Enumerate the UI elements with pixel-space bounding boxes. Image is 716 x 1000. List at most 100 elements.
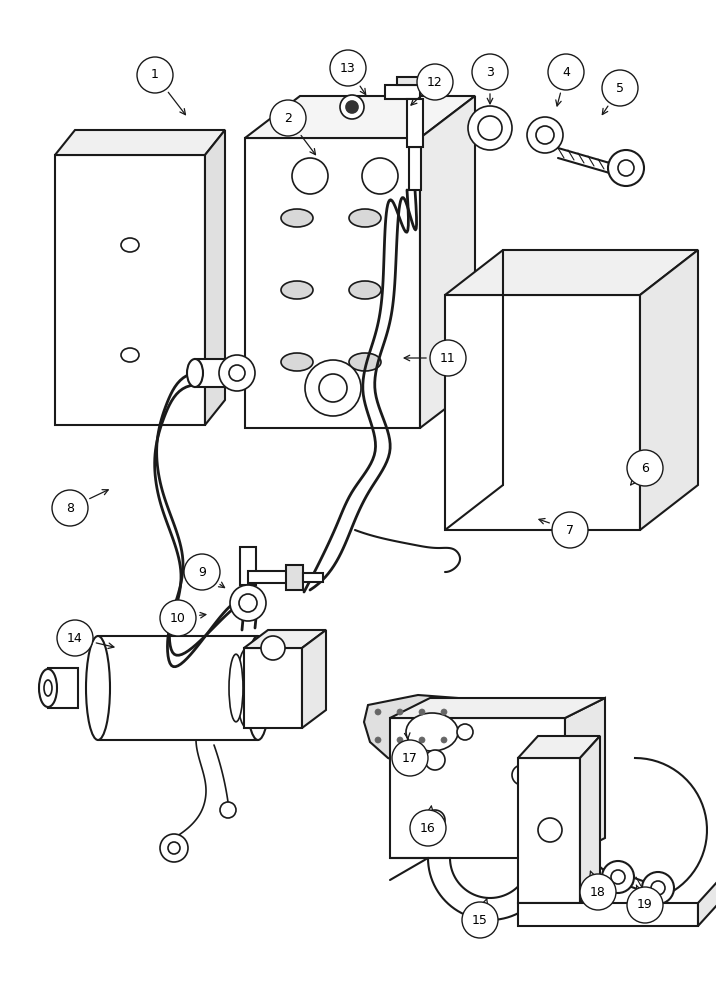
Circle shape (611, 870, 625, 884)
Text: 16: 16 (420, 822, 436, 834)
Circle shape (239, 594, 257, 612)
Ellipse shape (281, 209, 313, 227)
Text: 4: 4 (562, 66, 570, 79)
Polygon shape (385, 85, 420, 99)
Circle shape (608, 150, 644, 186)
Circle shape (441, 737, 447, 743)
Circle shape (57, 620, 93, 656)
Polygon shape (195, 359, 245, 387)
Circle shape (430, 340, 466, 376)
Polygon shape (302, 630, 326, 728)
Text: 19: 19 (637, 898, 653, 912)
Circle shape (375, 709, 381, 715)
Circle shape (527, 117, 563, 153)
Circle shape (627, 887, 663, 923)
Ellipse shape (281, 281, 313, 299)
Circle shape (512, 765, 532, 785)
Ellipse shape (121, 238, 139, 252)
Polygon shape (48, 668, 78, 708)
Ellipse shape (349, 281, 381, 299)
Circle shape (160, 600, 196, 636)
Text: 5: 5 (616, 82, 624, 95)
Polygon shape (397, 77, 427, 85)
Text: 11: 11 (440, 352, 456, 364)
Circle shape (52, 490, 88, 526)
Circle shape (292, 158, 328, 194)
Circle shape (168, 842, 180, 854)
Ellipse shape (349, 353, 381, 371)
Text: 8: 8 (66, 502, 74, 514)
Polygon shape (364, 695, 498, 770)
Polygon shape (445, 295, 640, 530)
Polygon shape (245, 138, 420, 428)
Circle shape (261, 636, 285, 660)
Text: 3: 3 (486, 66, 494, 79)
Text: 14: 14 (67, 632, 83, 645)
Circle shape (642, 872, 674, 904)
Polygon shape (580, 736, 600, 903)
Polygon shape (244, 630, 326, 648)
Ellipse shape (406, 713, 458, 751)
Ellipse shape (237, 649, 255, 727)
Polygon shape (698, 881, 716, 926)
Circle shape (425, 750, 445, 770)
Circle shape (319, 374, 347, 402)
Circle shape (330, 50, 366, 86)
Circle shape (538, 818, 562, 842)
Polygon shape (55, 155, 205, 425)
Circle shape (419, 709, 425, 715)
Polygon shape (565, 698, 605, 858)
Ellipse shape (349, 209, 381, 227)
Text: 17: 17 (402, 752, 418, 764)
Circle shape (602, 70, 638, 106)
Polygon shape (518, 903, 698, 926)
Ellipse shape (229, 654, 243, 722)
Circle shape (230, 585, 266, 621)
Polygon shape (518, 758, 580, 903)
Ellipse shape (281, 353, 313, 371)
Polygon shape (205, 130, 225, 425)
Circle shape (441, 709, 447, 715)
Circle shape (340, 95, 364, 119)
Text: 2: 2 (284, 111, 292, 124)
Circle shape (219, 355, 255, 391)
Polygon shape (248, 571, 290, 583)
Text: 13: 13 (340, 62, 356, 75)
Polygon shape (245, 96, 475, 138)
Circle shape (184, 554, 220, 590)
Ellipse shape (187, 359, 203, 387)
Circle shape (362, 158, 398, 194)
Text: 6: 6 (641, 462, 649, 475)
Circle shape (375, 737, 381, 743)
Circle shape (160, 834, 188, 862)
Circle shape (305, 360, 361, 416)
Polygon shape (409, 147, 421, 190)
Ellipse shape (39, 669, 57, 707)
Circle shape (472, 54, 508, 90)
Circle shape (419, 737, 425, 743)
Text: 12: 12 (427, 76, 443, 89)
Text: 1: 1 (151, 68, 159, 82)
Circle shape (137, 57, 173, 93)
Circle shape (468, 106, 512, 150)
Polygon shape (445, 250, 698, 295)
Circle shape (392, 740, 428, 776)
Polygon shape (640, 250, 698, 530)
Circle shape (548, 54, 584, 90)
Circle shape (410, 810, 446, 846)
Polygon shape (518, 736, 600, 758)
Circle shape (457, 724, 473, 740)
Polygon shape (407, 99, 423, 147)
Circle shape (397, 709, 403, 715)
Circle shape (618, 160, 634, 176)
Circle shape (580, 874, 616, 910)
Polygon shape (240, 547, 256, 585)
Circle shape (602, 861, 634, 893)
Polygon shape (286, 565, 303, 590)
Circle shape (462, 902, 498, 938)
Circle shape (627, 450, 663, 486)
Circle shape (425, 810, 445, 830)
Circle shape (229, 365, 245, 381)
Polygon shape (55, 130, 225, 155)
Polygon shape (420, 96, 475, 428)
